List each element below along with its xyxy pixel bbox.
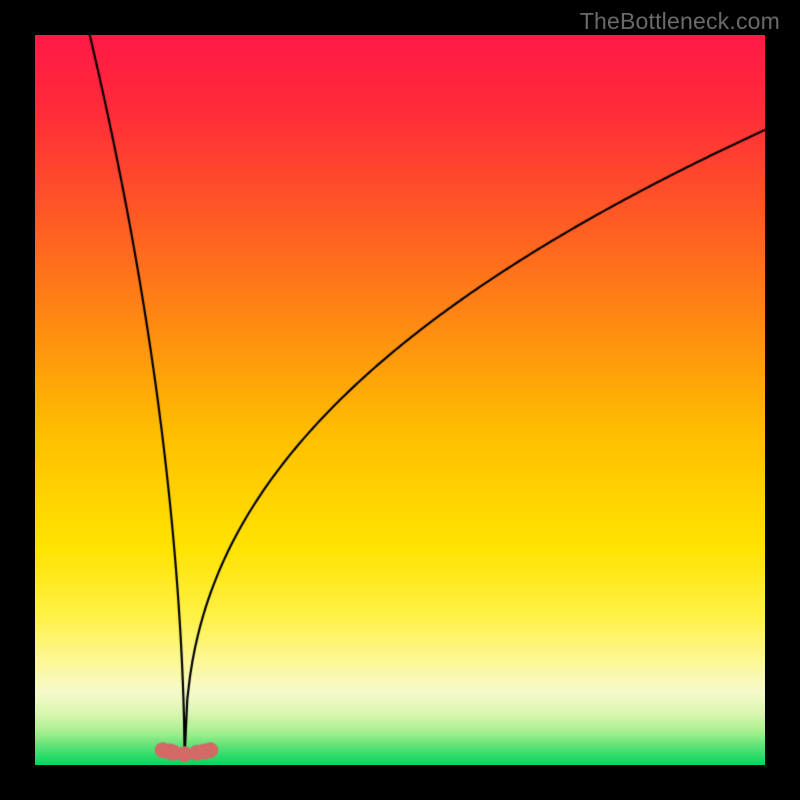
chart-stage: TheBottleneck.com bbox=[0, 0, 800, 800]
bottleneck-curve bbox=[35, 35, 765, 765]
watermark-text: TheBottleneck.com bbox=[580, 8, 780, 35]
